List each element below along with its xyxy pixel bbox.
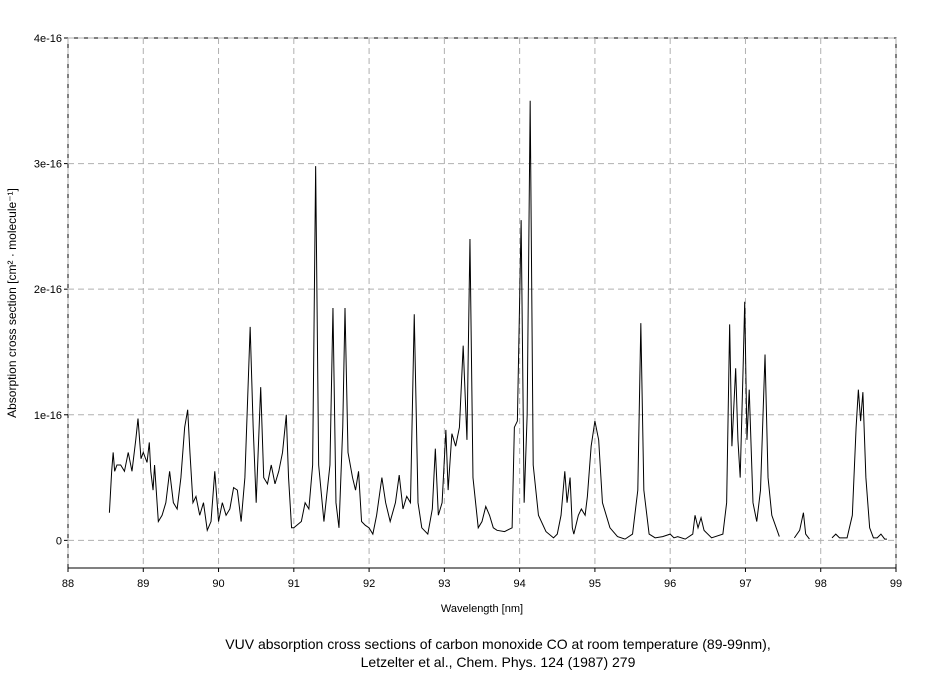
x-tick-label: 88 bbox=[62, 578, 74, 590]
x-tick-label: 96 bbox=[664, 578, 676, 590]
spectrum-line bbox=[108, 100, 887, 540]
y-tick-label: 1e-16 bbox=[34, 410, 62, 422]
caption: VUV absorption cross sections of carbon … bbox=[225, 636, 770, 652]
y-tick-label: 3e-16 bbox=[34, 159, 62, 171]
x-tick-label: 99 bbox=[890, 578, 902, 590]
y-axis-title: Absorption cross section [cm² · molecule… bbox=[5, 188, 19, 418]
x-tick-label: 95 bbox=[589, 578, 601, 590]
x-axis-title: Wavelength [nm] bbox=[441, 603, 523, 615]
x-tick-label: 90 bbox=[212, 578, 224, 590]
caption: Letzelter et al., Chem. Phys. 124 (1987)… bbox=[361, 654, 636, 670]
x-tick-label: 94 bbox=[514, 578, 526, 590]
x-tick-label: 92 bbox=[363, 578, 375, 590]
y-tick-label: 0 bbox=[56, 535, 62, 547]
x-tick-label: 93 bbox=[438, 578, 450, 590]
x-tick-label: 89 bbox=[137, 578, 149, 590]
x-tick-label: 97 bbox=[739, 578, 751, 590]
x-tick-label: 98 bbox=[815, 578, 827, 590]
y-tick-label: 4e-16 bbox=[34, 33, 62, 45]
y-tick-label: 2e-16 bbox=[34, 284, 62, 296]
x-tick-label: 91 bbox=[288, 578, 300, 590]
